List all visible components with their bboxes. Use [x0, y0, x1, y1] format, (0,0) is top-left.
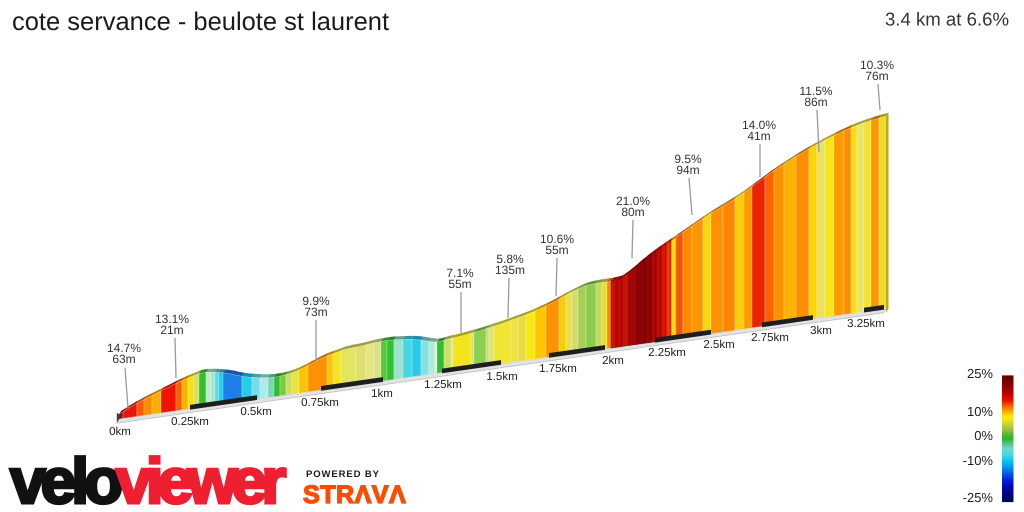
svg-text:2.25km: 2.25km: [648, 347, 686, 359]
svg-text:0.75km: 0.75km: [301, 397, 339, 409]
svg-text:76m: 76m: [865, 69, 888, 83]
svg-text:55m: 55m: [545, 243, 568, 257]
svg-text:-25%: -25%: [963, 490, 994, 505]
svg-text:21m: 21m: [160, 323, 183, 337]
svg-text:0%: 0%: [974, 428, 993, 443]
svg-text:9.5%: 9.5%: [674, 152, 702, 166]
svg-text:14.0%: 14.0%: [742, 118, 776, 132]
svg-text:41m: 41m: [747, 129, 770, 143]
svg-text:10.3%: 10.3%: [860, 58, 894, 72]
svg-text:STRΛVΛ: STRΛVΛ: [303, 481, 406, 509]
svg-text:10.6%: 10.6%: [540, 232, 574, 246]
svg-text:1.75km: 1.75km: [539, 363, 577, 375]
svg-text:73m: 73m: [304, 305, 327, 319]
svg-text:POWERED BY: POWERED BY: [306, 469, 380, 480]
svg-text:25%: 25%: [967, 366, 993, 381]
svg-text:-10%: -10%: [963, 453, 994, 468]
svg-text:7.1%: 7.1%: [446, 266, 474, 280]
svg-text:14.7%: 14.7%: [107, 341, 141, 355]
svg-text:55m: 55m: [448, 277, 471, 291]
svg-text:3.25km: 3.25km: [847, 318, 885, 330]
svg-text:1.5km: 1.5km: [486, 371, 517, 383]
svg-text:cote servance - beulote st lau: cote servance - beulote st laurent: [12, 8, 389, 36]
svg-text:1km: 1km: [371, 388, 393, 400]
svg-text:2.5km: 2.5km: [703, 339, 734, 351]
svg-text:1.25km: 1.25km: [424, 379, 462, 391]
svg-text:5.8%: 5.8%: [496, 252, 524, 266]
svg-text:21.0%: 21.0%: [616, 194, 650, 208]
svg-text:viewer: viewer: [116, 445, 285, 512]
svg-text:13.1%: 13.1%: [155, 312, 189, 326]
svg-text:86m: 86m: [804, 95, 827, 109]
svg-text:10%: 10%: [967, 404, 993, 419]
svg-text:80m: 80m: [621, 205, 644, 219]
svg-text:135m: 135m: [495, 263, 525, 277]
svg-text:2.75km: 2.75km: [751, 332, 789, 344]
svg-text:velo: velo: [10, 445, 121, 512]
svg-text:94m: 94m: [676, 163, 699, 177]
svg-text:0.25km: 0.25km: [171, 416, 209, 428]
svg-text:0.5km: 0.5km: [240, 406, 271, 418]
svg-text:0km: 0km: [109, 426, 131, 438]
svg-text:3.4 km at 6.6%: 3.4 km at 6.6%: [885, 9, 1009, 30]
svg-text:2km: 2km: [602, 355, 624, 367]
svg-text:63m: 63m: [112, 352, 135, 366]
svg-text:3km: 3km: [810, 325, 832, 337]
svg-text:11.5%: 11.5%: [799, 84, 832, 98]
svg-text:9.9%: 9.9%: [302, 294, 330, 308]
